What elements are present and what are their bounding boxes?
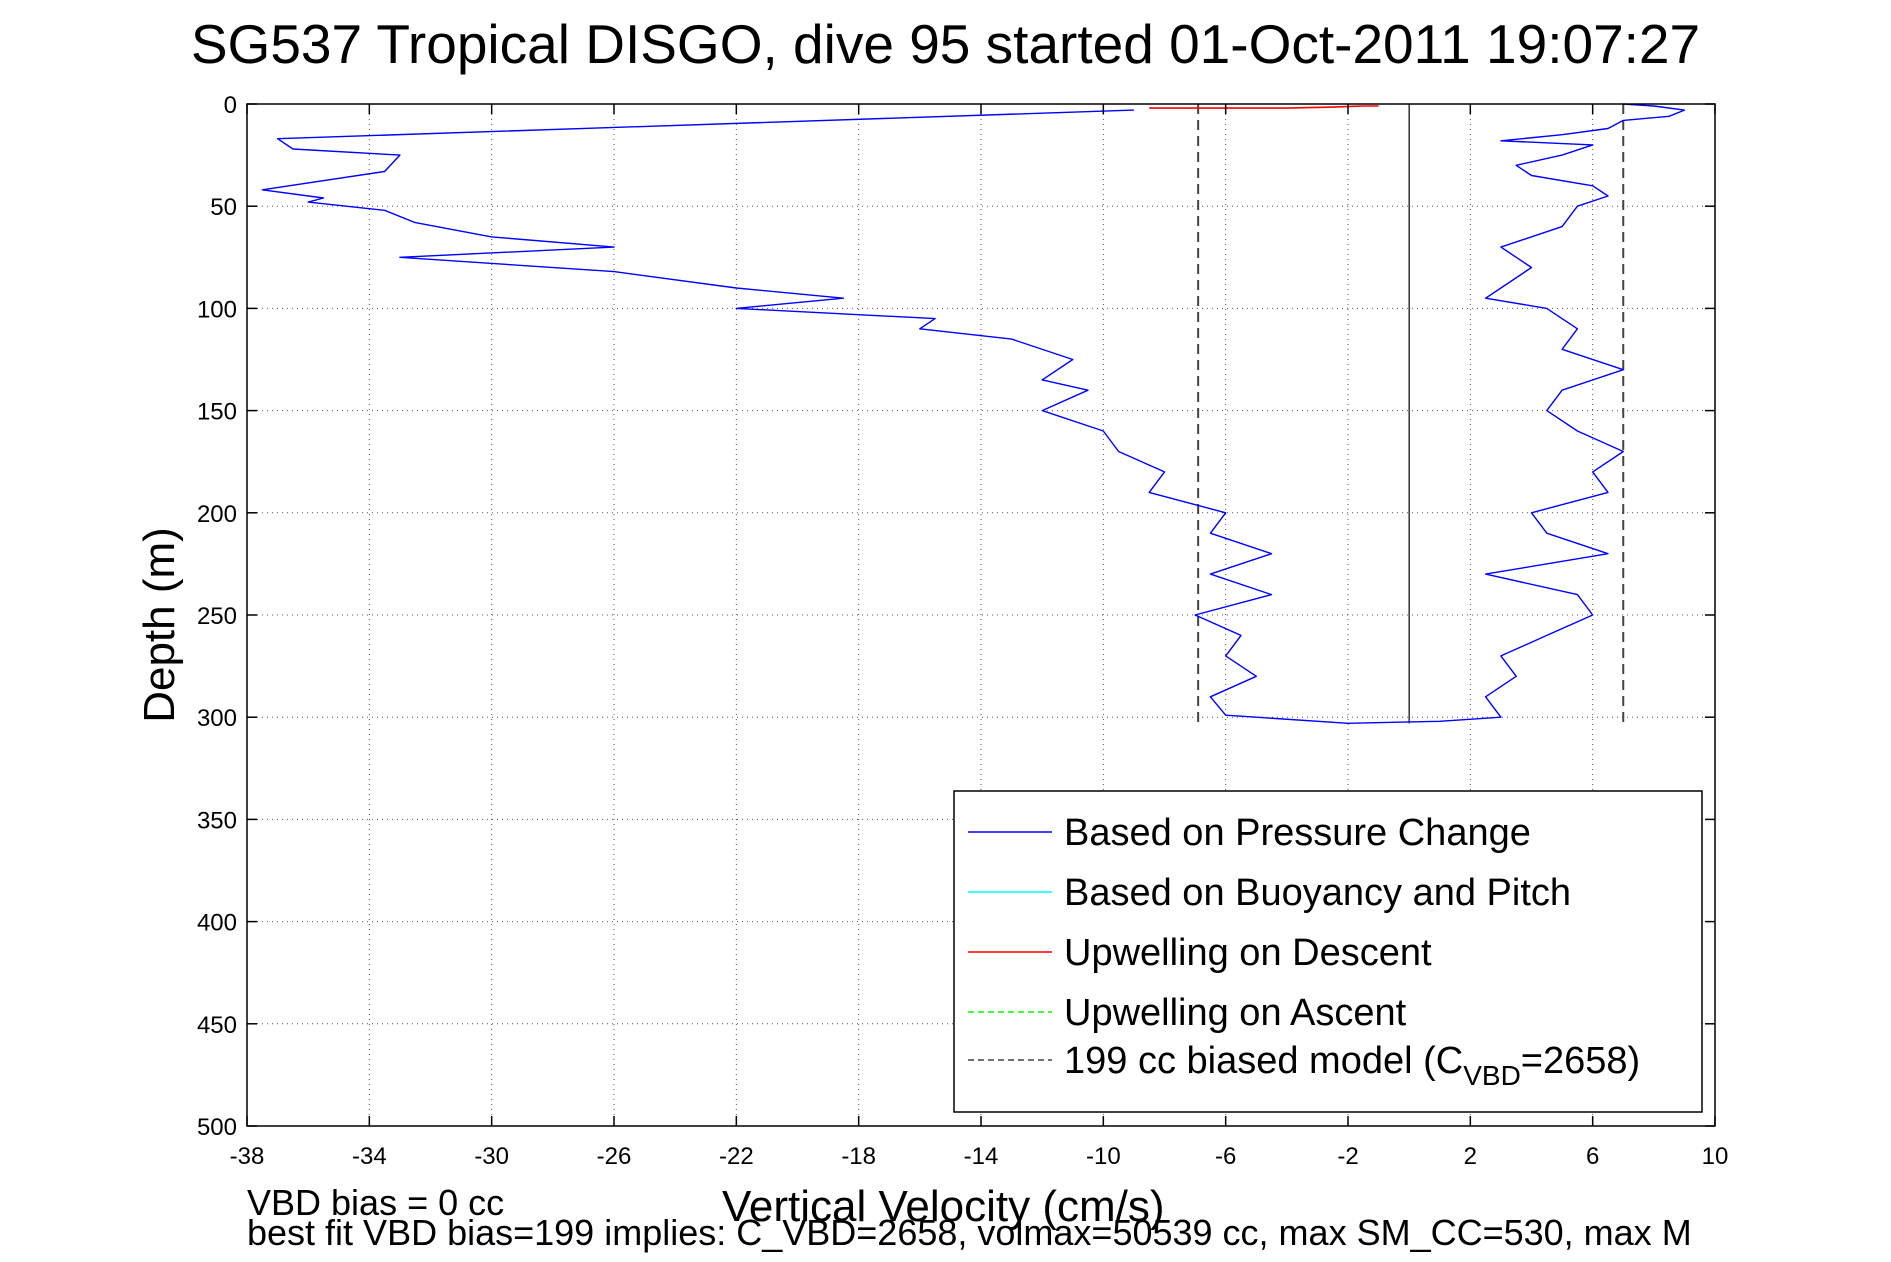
- legend-subscript: VBD: [1463, 1060, 1521, 1091]
- x-tick-label: -6: [1215, 1143, 1236, 1170]
- chart-title: SG537 Tropical DISGO, dive 95 started 01…: [190, 13, 1701, 75]
- legend-entry-label: Based on Buoyancy and Pitch: [1064, 872, 1571, 914]
- y-tick-label: 150: [197, 399, 237, 426]
- series-pressure-change-descent: [261, 109, 1273, 718]
- series-pressure-change-ascent: [1256, 103, 1686, 724]
- footer-line-1: VBD bias = 0 cc: [247, 1182, 505, 1223]
- x-tick-label: 2: [1464, 1143, 1477, 1170]
- y-axis-label: Depth (m): [135, 527, 184, 723]
- x-axis-label: Vertical Velocity (cm/s): [722, 1182, 1165, 1231]
- y-tick-label: 100: [197, 296, 237, 323]
- y-tick-label: 250: [197, 603, 237, 630]
- x-tick-label: -34: [352, 1143, 387, 1170]
- series-upwelling-descent: [1149, 105, 1379, 109]
- x-tick-label: -22: [719, 1143, 754, 1170]
- y-tick-label: 500: [197, 1114, 237, 1141]
- footer-line-2: best fit VBD bias=199 implies: C_VBD=265…: [247, 1212, 1692, 1253]
- y-tick-label: 400: [197, 910, 237, 937]
- x-tick-label: -26: [597, 1143, 632, 1170]
- x-tick-label: 10: [1702, 1143, 1729, 1170]
- legend: Based on Pressure Change Based on Buoyanc…: [953, 790, 1703, 1113]
- x-tick-label: -38: [230, 1143, 265, 1170]
- lines-layer: [261, 103, 1686, 724]
- legend-entry-label: Upwelling on Ascent: [1064, 992, 1407, 1034]
- x-tick-label: 6: [1586, 1143, 1599, 1170]
- axes-box: [246, 103, 1716, 1127]
- ticks-layer: -38 -34 -30 -26 -22 -18 -14 -10 -6 -2 2 6 1005010015…: [197, 92, 1728, 1170]
- y-tick-label: 350: [197, 807, 237, 834]
- x-tick-label: -2: [1337, 1143, 1358, 1170]
- y-tick-label: 0: [224, 92, 237, 119]
- y-tick-label: 50: [210, 194, 237, 221]
- x-tick-label: -10: [1086, 1143, 1121, 1170]
- y-tick-label: 450: [197, 1012, 237, 1039]
- legend-box: [953, 790, 1703, 1113]
- legend-entry-label: Upwelling on Descent: [1064, 932, 1432, 974]
- legend-tail: =2658): [1521, 1040, 1640, 1082]
- x-tick-label: -18: [841, 1143, 876, 1170]
- x-tick-label: -14: [964, 1143, 999, 1170]
- x-tick-label: -30: [474, 1143, 509, 1170]
- legend-entry-label: Based on Pressure Change: [1064, 812, 1531, 854]
- y-tick-label: 300: [197, 705, 237, 732]
- y-tick-label: 200: [197, 501, 237, 528]
